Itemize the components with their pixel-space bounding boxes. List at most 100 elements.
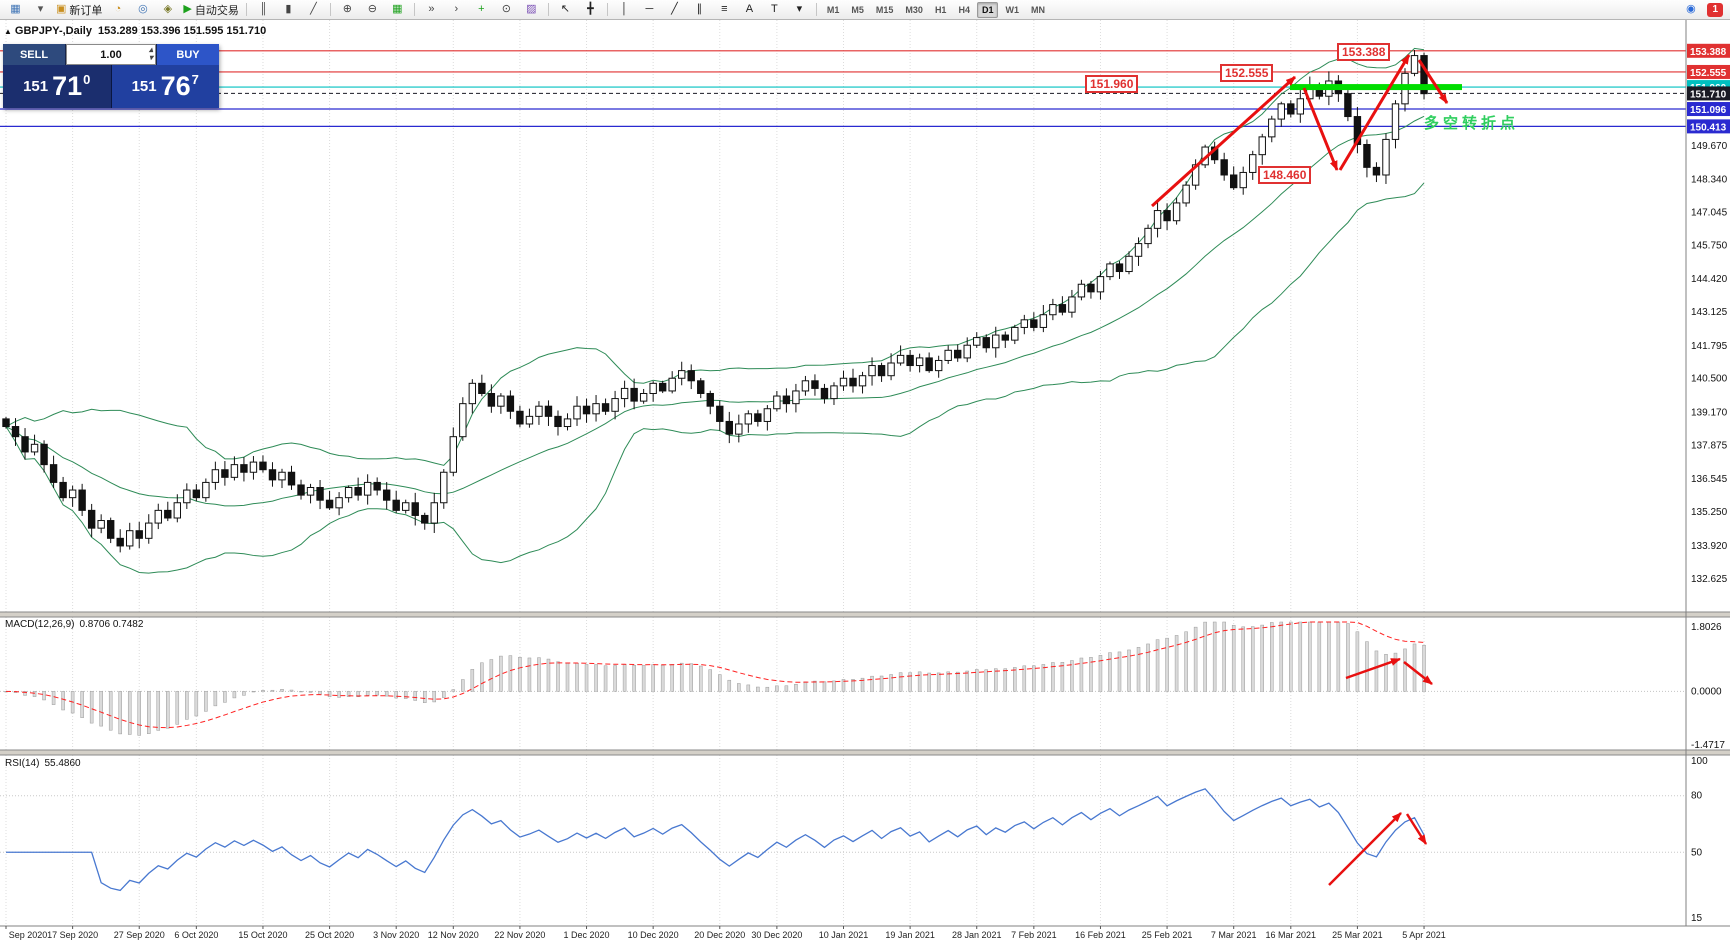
- spin-down-icon[interactable]: ▾: [148, 53, 153, 62]
- price-tag-151960[interactable]: 151.960: [1085, 75, 1139, 93]
- text-icon[interactable]: A: [737, 0, 762, 20]
- zoom-out-icon[interactable]: ⊖: [360, 0, 385, 20]
- spin-up-icon[interactable]: ▴: [148, 45, 153, 54]
- panel-splitter[interactable]: [0, 612, 1730, 617]
- trend-arrow[interactable]: [1338, 54, 1411, 171]
- time-axis-label: 3 Nov 2020: [373, 930, 419, 940]
- rsi-header: RSI(14) 55.4860: [5, 758, 81, 769]
- cursor-icon[interactable]: ↖: [553, 0, 578, 20]
- rsi-axis-label: 15: [1691, 913, 1703, 924]
- macd-arrow[interactable]: [1403, 661, 1433, 685]
- periods-icon[interactable]: ⊙: [494, 0, 519, 20]
- trend-arrow[interactable]: [1150, 75, 1297, 208]
- horizontal-line-icon[interactable]: ─: [637, 0, 662, 20]
- metaeditor-icon[interactable]: ◈: [155, 0, 180, 20]
- timeframe-M30[interactable]: M30: [905, 4, 923, 15]
- sell-price[interactable]: 151 71 0: [3, 65, 112, 108]
- timeframe-D1[interactable]: D1: [976, 1, 999, 18]
- rsi-axis-label: 80: [1691, 791, 1703, 802]
- timeframe-H4[interactable]: H4: [958, 4, 970, 15]
- svg-text:151.096: 151.096: [1690, 105, 1727, 116]
- price-tag-153388[interactable]: 153.388: [1337, 43, 1391, 61]
- price-tag-152555[interactable]: 152.555: [1220, 64, 1274, 82]
- timeframe-W1[interactable]: W1: [1005, 4, 1019, 15]
- rsi-arrow[interactable]: [1328, 812, 1402, 886]
- price-axis-label: 132.625: [1691, 574, 1728, 585]
- rsi-layer: [0, 788, 1686, 892]
- timeframe-MN[interactable]: MN: [1030, 4, 1045, 15]
- buy-button[interactable]: BUY: [156, 44, 219, 65]
- history-center-icon[interactable]: ◔: [105, 0, 130, 20]
- time-axis-label: 16 Mar 2021: [1266, 930, 1317, 940]
- rsi-axis-label: 50: [1691, 847, 1703, 858]
- panel-splitter[interactable]: [0, 750, 1730, 755]
- label-icon[interactable]: T: [762, 0, 787, 20]
- bar-chart-icon[interactable]: ║: [251, 0, 276, 20]
- price-axis-label: 143.125: [1691, 307, 1728, 318]
- buy-price-pips: 76: [160, 71, 191, 101]
- templates-icon[interactable]: ▨: [519, 0, 544, 20]
- pivot-band[interactable]: [1290, 84, 1462, 91]
- vertical-line-icon[interactable]: │: [612, 0, 637, 20]
- volume-input[interactable]: 1.00 ▴ ▾: [66, 44, 156, 65]
- volume-spinner[interactable]: ▴ ▾: [149, 46, 153, 62]
- zoom-in-icon[interactable]: ⊕: [335, 0, 360, 20]
- timeframe-M5[interactable]: M5: [851, 4, 864, 15]
- autotrading-button[interactable]: ▶ 自动交易: [180, 0, 241, 20]
- price-axis-label: 139.170: [1691, 408, 1728, 419]
- chart-shift-icon[interactable]: ›: [444, 0, 469, 20]
- chart-dropdown-icon: ▾: [37, 3, 44, 15]
- price-axis-line-label: [1687, 119, 1730, 134]
- pivot-note-text[interactable]: 多空转折点: [1424, 115, 1520, 132]
- price-axis-label: 144.420: [1691, 274, 1728, 285]
- time-axis-label: 1 Dec 2020: [564, 930, 610, 940]
- tile-windows-icon: ▦: [392, 3, 403, 15]
- notification-badge[interactable]: 1: [1707, 2, 1723, 17]
- sell-button[interactable]: SELL: [3, 44, 66, 65]
- time-axis-label: 7 Feb 2021: [1011, 930, 1057, 940]
- sell-price-big-figure: 151: [23, 78, 49, 95]
- buy-price[interactable]: 151 76 7: [111, 65, 219, 108]
- main-toolbar: ▦ ▾ ▣ 新订单 ◔ ◎ ◈ ▶ 自动交易 ║ ▮ ╱ ⊕ ⊖ ▦ » › + ⊙ ▨ ↖ ╋ │ ─ ╱ ∥ ≡ A T ▾ M1 M5 M…: [0, 0, 1730, 20]
- timeframe-M15[interactable]: M15: [875, 4, 894, 15]
- auto-scroll-icon[interactable]: »: [419, 0, 444, 20]
- tile-windows-icon[interactable]: ▦: [385, 0, 410, 20]
- price-axis-label: 145.750: [1691, 240, 1728, 251]
- community-icon[interactable]: ◉: [1678, 0, 1703, 20]
- candlestick-chart-icon[interactable]: ▮: [276, 0, 301, 20]
- fibonacci-icon: ≡: [721, 3, 728, 15]
- new-order-button: ▣: [56, 3, 67, 15]
- fibonacci-icon[interactable]: ≡: [712, 0, 737, 20]
- panel-separators: [0, 611, 1730, 756]
- macd-label: MACD(12,26,9): [5, 619, 75, 630]
- toolbar-separator: [547, 3, 549, 16]
- macd-axis-label: 1.8026: [1691, 622, 1722, 633]
- new-chart-icon[interactable]: ▦: [3, 0, 28, 20]
- macd-arrow[interactable]: [1345, 657, 1401, 680]
- trendline-icon[interactable]: ╱: [662, 0, 687, 20]
- arrows-menu-icon: ▾: [796, 3, 803, 15]
- time-axis-label: 16 Feb 2021: [1075, 930, 1126, 940]
- channel-icon[interactable]: ∥: [687, 0, 712, 20]
- crosshair-icon[interactable]: ╋: [578, 0, 603, 20]
- trend-arrow[interactable]: [1417, 59, 1449, 104]
- svg-text:152.555: 152.555: [1690, 68, 1727, 79]
- buy-price-big-figure: 151: [131, 78, 157, 95]
- arrows-menu-icon[interactable]: ▾: [787, 0, 812, 20]
- price-tag-148460[interactable]: 148.460: [1258, 166, 1312, 184]
- line-chart-icon[interactable]: ╱: [301, 0, 326, 20]
- global-variables-icon[interactable]: ◎: [130, 0, 155, 20]
- toolbar-separator: [606, 3, 608, 16]
- time-axis-label: 7 Mar 2021: [1211, 930, 1257, 940]
- rsi-arrow[interactable]: [1405, 813, 1428, 845]
- symbol-collapse-icon[interactable]: ▲: [4, 27, 12, 36]
- timeframe-M1[interactable]: M1: [826, 4, 840, 15]
- trend-arrow[interactable]: [1302, 87, 1339, 171]
- indicators-icon[interactable]: +: [469, 0, 494, 20]
- new-order-button[interactable]: ▣ 新订单: [53, 0, 105, 20]
- time-axis-label: 17 Sep 2020: [47, 930, 98, 940]
- bollinger-layer: [5, 47, 1425, 574]
- timeframe-H1[interactable]: H1: [934, 4, 947, 15]
- chart-dropdown-icon[interactable]: ▾: [28, 0, 53, 20]
